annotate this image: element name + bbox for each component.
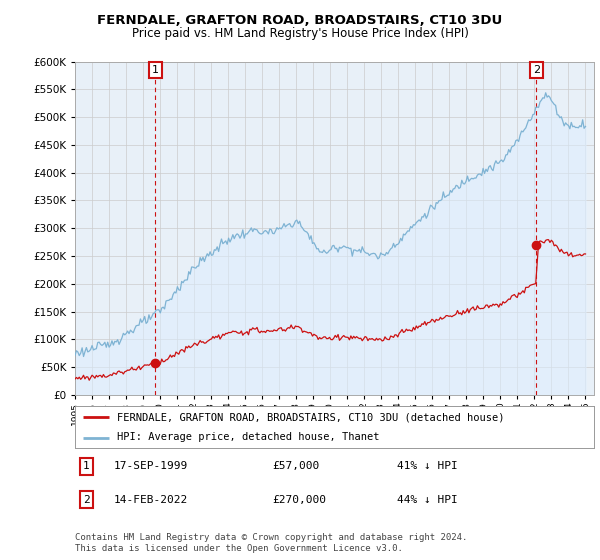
Text: 1: 1 bbox=[83, 461, 90, 471]
Text: 2: 2 bbox=[83, 495, 90, 505]
Text: FERNDALE, GRAFTON ROAD, BROADSTAIRS, CT10 3DU: FERNDALE, GRAFTON ROAD, BROADSTAIRS, CT1… bbox=[97, 14, 503, 27]
Text: £270,000: £270,000 bbox=[272, 495, 326, 505]
Text: 17-SEP-1999: 17-SEP-1999 bbox=[114, 461, 188, 471]
Text: 44% ↓ HPI: 44% ↓ HPI bbox=[397, 495, 458, 505]
Text: 1: 1 bbox=[152, 65, 159, 75]
Text: 41% ↓ HPI: 41% ↓ HPI bbox=[397, 461, 458, 471]
Text: 2: 2 bbox=[533, 65, 540, 75]
Text: FERNDALE, GRAFTON ROAD, BROADSTAIRS, CT10 3DU (detached house): FERNDALE, GRAFTON ROAD, BROADSTAIRS, CT1… bbox=[116, 412, 504, 422]
Text: HPI: Average price, detached house, Thanet: HPI: Average price, detached house, Than… bbox=[116, 432, 379, 442]
Text: £57,000: £57,000 bbox=[272, 461, 319, 471]
Text: Price paid vs. HM Land Registry's House Price Index (HPI): Price paid vs. HM Land Registry's House … bbox=[131, 27, 469, 40]
Text: Contains HM Land Registry data © Crown copyright and database right 2024.
This d: Contains HM Land Registry data © Crown c… bbox=[75, 533, 467, 553]
Text: 14-FEB-2022: 14-FEB-2022 bbox=[114, 495, 188, 505]
